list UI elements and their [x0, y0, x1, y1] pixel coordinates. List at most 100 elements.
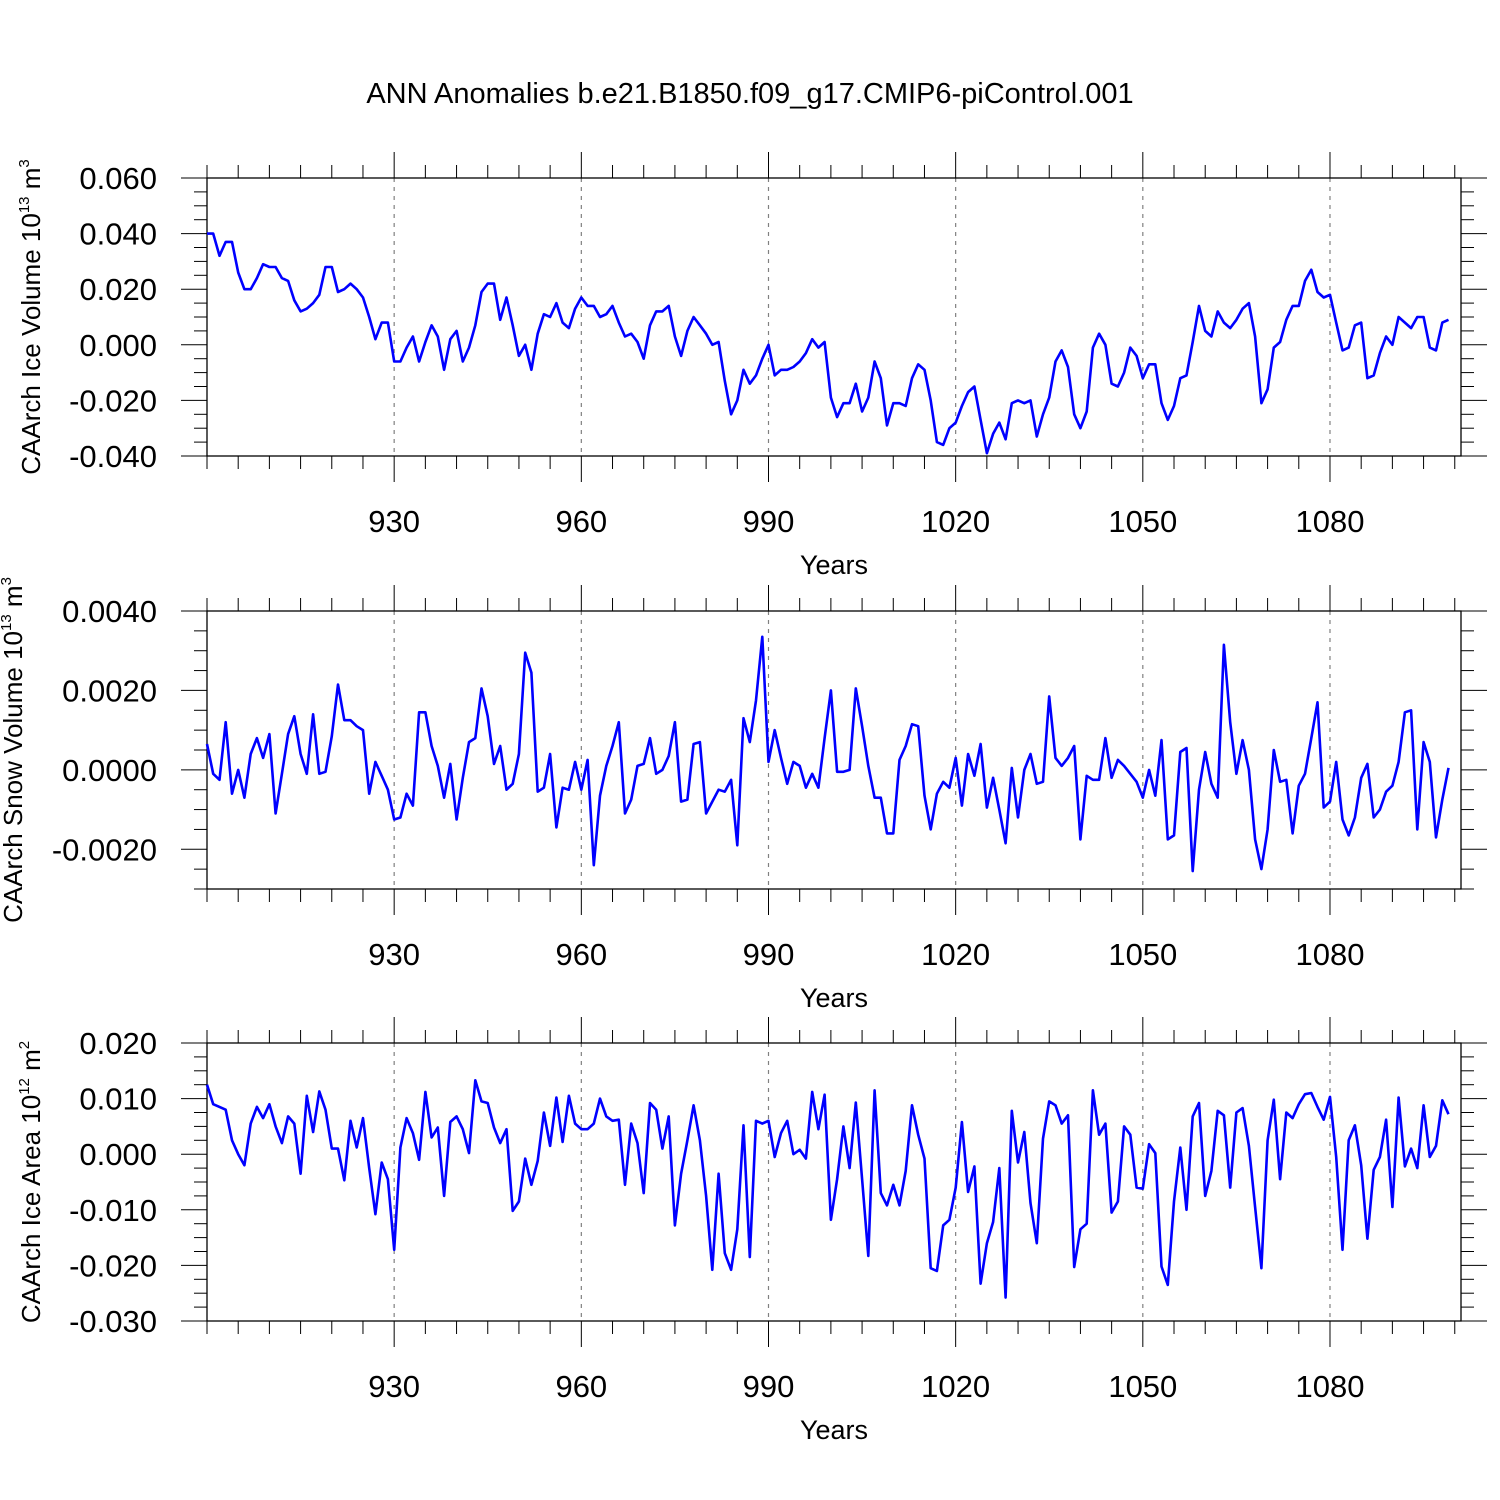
- data-point: [518, 355, 520, 357]
- data-point: [412, 335, 414, 337]
- data-point: [599, 794, 601, 796]
- data-point: [1291, 832, 1293, 834]
- data-point: [1023, 1131, 1025, 1133]
- data-point: [1160, 402, 1162, 404]
- data-point: [1298, 1103, 1300, 1105]
- data-point: [1004, 438, 1006, 440]
- data-point: [1092, 779, 1094, 781]
- data-point: [312, 302, 314, 304]
- data-point: [362, 1117, 364, 1119]
- data-point: [923, 794, 925, 796]
- data-point: [1011, 402, 1013, 404]
- data-point: [430, 745, 432, 747]
- data-point: [973, 1165, 975, 1167]
- data-point: [836, 1178, 838, 1180]
- data-point: [1298, 305, 1300, 307]
- data-point: [374, 761, 376, 763]
- data-point: [898, 759, 900, 761]
- data-point: [1204, 1195, 1206, 1197]
- data-point: [867, 396, 869, 398]
- data-point: [1316, 1106, 1318, 1108]
- data-point: [636, 341, 638, 343]
- x-tick-label: 1020: [921, 504, 990, 539]
- data-point: [593, 864, 595, 866]
- data-point: [948, 427, 950, 429]
- data-point: [1235, 773, 1237, 775]
- data-point: [1042, 781, 1044, 783]
- data-point: [1098, 332, 1100, 334]
- data-point: [755, 374, 757, 376]
- data-point: [805, 1157, 807, 1159]
- data-point: [212, 1103, 214, 1105]
- data-point: [1316, 291, 1318, 293]
- data-point: [262, 1117, 264, 1119]
- data-point: [218, 1106, 220, 1108]
- data-point: [1173, 834, 1175, 836]
- data-point: [524, 344, 526, 346]
- data-point: [986, 1242, 988, 1244]
- data-point: [536, 332, 538, 334]
- data-point: [462, 1128, 464, 1130]
- x-tick-label: 960: [555, 937, 607, 972]
- data-point: [736, 844, 738, 846]
- data-point: [331, 1147, 333, 1149]
- data-point: [954, 421, 956, 423]
- data-point: [948, 787, 950, 789]
- data-point: [979, 419, 981, 421]
- data-point: [561, 787, 563, 789]
- data-point: [992, 777, 994, 779]
- data-point: [967, 1191, 969, 1193]
- data-point: [1410, 327, 1412, 329]
- data-point: [792, 761, 794, 763]
- data-point: [1216, 796, 1218, 798]
- data-point: [1372, 374, 1374, 376]
- data-point: [374, 1213, 376, 1215]
- data-point: [848, 1167, 850, 1169]
- data-point: [1273, 1099, 1275, 1101]
- data-point: [1029, 399, 1031, 401]
- data-point: [1142, 1187, 1144, 1189]
- data-point: [281, 773, 283, 775]
- data-point: [680, 1172, 682, 1174]
- data-point: [1248, 1145, 1250, 1147]
- data-point: [574, 761, 576, 763]
- data-point: [1117, 759, 1119, 761]
- data-point: [1379, 1156, 1381, 1158]
- y-axis-label-unit-exponent: 3: [0, 577, 15, 585]
- data-point: [605, 765, 607, 767]
- data-point: [499, 319, 501, 321]
- data-point: [225, 241, 227, 243]
- data-point: [1366, 763, 1368, 765]
- data-point: [1073, 413, 1075, 415]
- y-tick-label: -0.030: [69, 1304, 157, 1339]
- y-axis-label: CAArch Ice Area 1012 m2: [16, 1041, 46, 1323]
- data-point: [898, 1204, 900, 1206]
- data-point: [1241, 739, 1243, 741]
- data-point: [1036, 783, 1038, 785]
- data-point: [954, 757, 956, 759]
- y-axis-label-main: CAArch Snow Volume 10: [0, 631, 28, 923]
- data-point: [1092, 1089, 1094, 1091]
- data-point: [1291, 305, 1293, 307]
- data-point: [1304, 773, 1306, 775]
- data-point: [281, 1142, 283, 1144]
- data-point: [836, 771, 838, 773]
- data-point: [767, 344, 769, 346]
- data-point: [898, 402, 900, 404]
- x-tick-label: 1080: [1296, 937, 1365, 972]
- data-point: [1372, 1169, 1374, 1171]
- data-point: [749, 741, 751, 743]
- data-point: [437, 1126, 439, 1128]
- data-point: [936, 441, 938, 443]
- data-point: [455, 1115, 457, 1117]
- data-point: [705, 812, 707, 814]
- data-point: [1117, 385, 1119, 387]
- data-point: [580, 296, 582, 298]
- data-point: [661, 1147, 663, 1149]
- data-point: [855, 383, 857, 385]
- data-point: [256, 737, 258, 739]
- data-point: [674, 335, 676, 337]
- data-point: [318, 773, 320, 775]
- data-point: [268, 266, 270, 268]
- data-point: [724, 1252, 726, 1254]
